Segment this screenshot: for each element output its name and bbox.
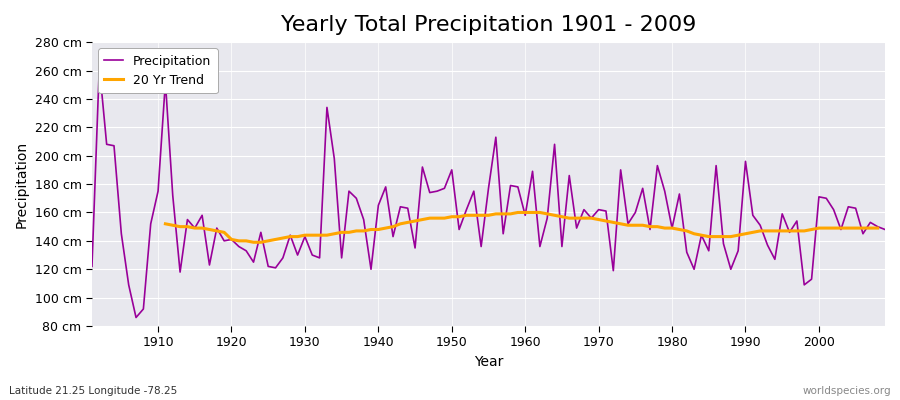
Precipitation — [321, 105, 332, 110]
Text: Latitude 21.25 Longitude -78.25: Latitude 21.25 Longitude -78.25 — [9, 386, 177, 396]
Precipitation — [130, 315, 141, 320]
Precipitation — [94, 64, 104, 69]
Precipitation — [160, 80, 171, 84]
20 Yr Trend — [248, 240, 259, 245]
Text: worldspecies.org: worldspecies.org — [803, 386, 891, 396]
20 Yr Trend — [505, 212, 516, 216]
20 Yr Trend — [160, 222, 171, 226]
Y-axis label: Precipitation: Precipitation — [15, 140, 29, 228]
Legend: Precipitation, 20 Yr Trend: Precipitation, 20 Yr Trend — [98, 48, 218, 93]
Precipitation — [623, 222, 634, 226]
Title: Yearly Total Precipitation 1901 - 2009: Yearly Total Precipitation 1901 - 2009 — [281, 15, 697, 35]
X-axis label: Year: Year — [473, 355, 503, 369]
20 Yr Trend — [572, 216, 582, 220]
20 Yr Trend — [872, 226, 883, 230]
Precipitation — [86, 264, 97, 269]
20 Yr Trend — [623, 223, 634, 228]
Precipitation — [365, 267, 376, 272]
20 Yr Trend — [219, 230, 230, 235]
Line: 20 Yr Trend: 20 Yr Trend — [166, 212, 878, 242]
20 Yr Trend — [512, 210, 523, 215]
Precipitation — [535, 244, 545, 249]
Precipitation — [527, 169, 538, 174]
20 Yr Trend — [718, 234, 729, 239]
Precipitation — [879, 227, 890, 232]
20 Yr Trend — [204, 227, 215, 232]
Line: Precipitation: Precipitation — [92, 66, 885, 318]
